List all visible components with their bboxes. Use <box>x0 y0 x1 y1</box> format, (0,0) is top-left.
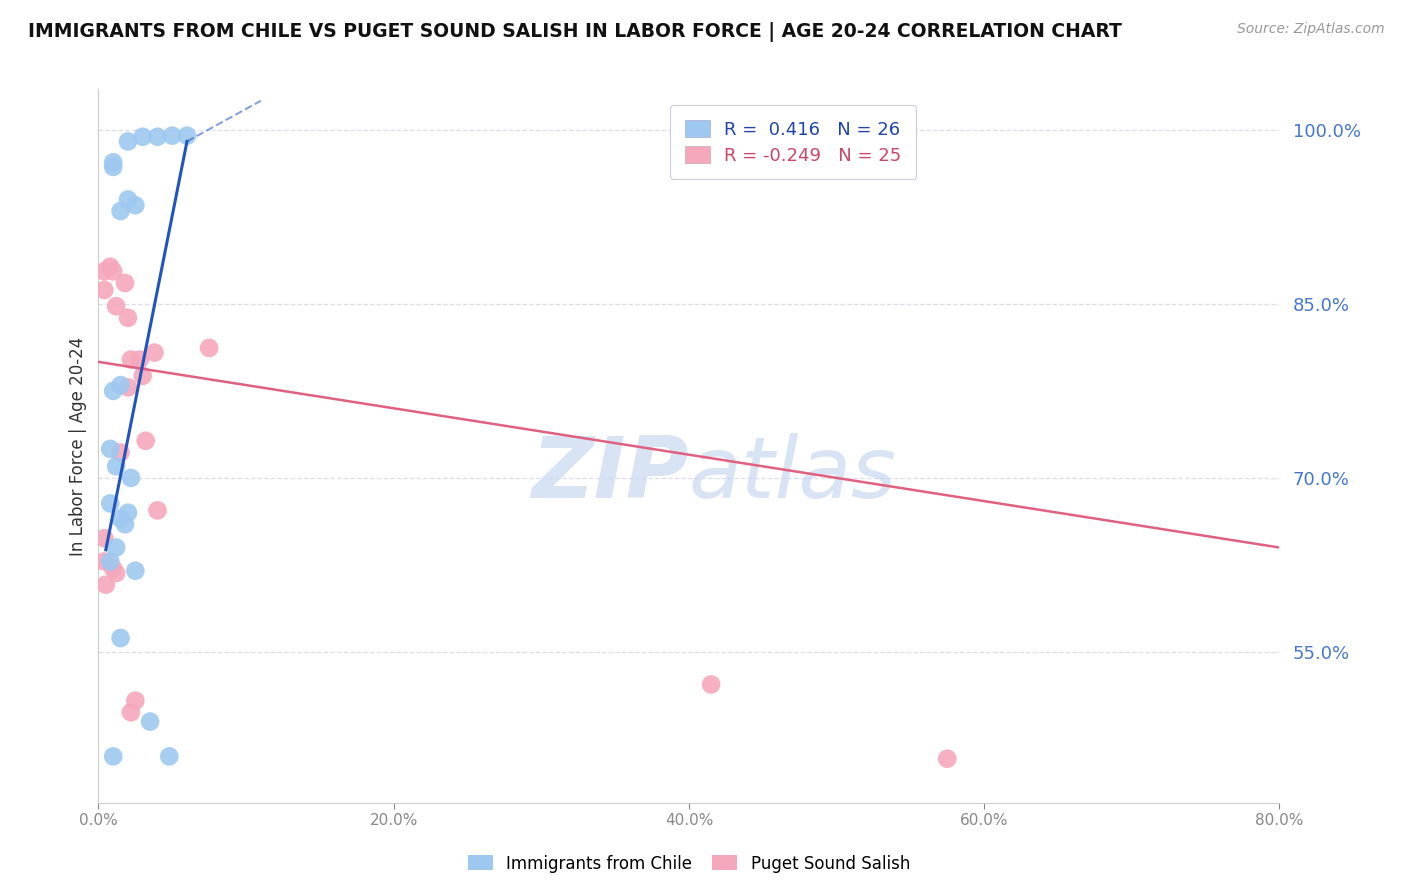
Point <box>176 128 198 143</box>
Point <box>120 706 142 720</box>
Point <box>162 128 183 143</box>
Point <box>124 564 146 578</box>
Point <box>139 714 162 729</box>
Point <box>143 345 166 359</box>
Point <box>120 352 142 367</box>
Point <box>110 378 132 392</box>
Point <box>94 577 117 591</box>
Point <box>105 299 128 313</box>
Text: Source: ZipAtlas.com: Source: ZipAtlas.com <box>1237 22 1385 37</box>
Point <box>117 380 139 394</box>
Point <box>157 749 180 764</box>
Point <box>103 749 125 764</box>
Point <box>117 135 139 149</box>
Text: ZIP: ZIP <box>531 433 689 516</box>
Point <box>93 554 115 568</box>
Point <box>103 561 125 575</box>
Point <box>103 155 125 169</box>
Point <box>105 459 128 474</box>
Point <box>132 129 155 144</box>
Point <box>117 310 139 325</box>
Point <box>146 129 169 144</box>
Point <box>146 503 169 517</box>
Point <box>98 442 121 456</box>
Point <box>98 554 121 568</box>
Point <box>117 506 139 520</box>
Point <box>700 677 723 691</box>
Point <box>98 260 121 274</box>
Point <box>110 204 132 219</box>
Point <box>93 283 115 297</box>
Point <box>103 384 125 398</box>
Point <box>98 496 121 510</box>
Point <box>132 368 155 383</box>
Point <box>128 352 150 367</box>
Point <box>198 341 221 355</box>
Point <box>93 531 115 545</box>
Point <box>120 471 142 485</box>
Y-axis label: In Labor Force | Age 20-24: In Labor Force | Age 20-24 <box>69 336 87 556</box>
Point <box>936 752 959 766</box>
Point <box>135 434 157 448</box>
Point <box>124 198 146 212</box>
Legend: Immigrants from Chile, Puget Sound Salish: Immigrants from Chile, Puget Sound Salis… <box>461 848 917 880</box>
Point <box>103 160 125 174</box>
Point <box>124 694 146 708</box>
Point <box>93 264 115 278</box>
Point <box>110 631 132 645</box>
Point <box>114 276 136 290</box>
Point <box>117 193 139 207</box>
Point <box>103 264 125 278</box>
Point <box>110 445 132 459</box>
Legend: R =  0.416   N = 26, R = -0.249   N = 25: R = 0.416 N = 26, R = -0.249 N = 25 <box>671 105 917 179</box>
Text: atlas: atlas <box>689 433 897 516</box>
Point <box>105 541 128 555</box>
Point <box>105 566 128 580</box>
Point <box>114 517 136 532</box>
Text: IMMIGRANTS FROM CHILE VS PUGET SOUND SALISH IN LABOR FORCE | AGE 20-24 CORRELATI: IMMIGRANTS FROM CHILE VS PUGET SOUND SAL… <box>28 22 1122 42</box>
Point <box>110 511 132 525</box>
